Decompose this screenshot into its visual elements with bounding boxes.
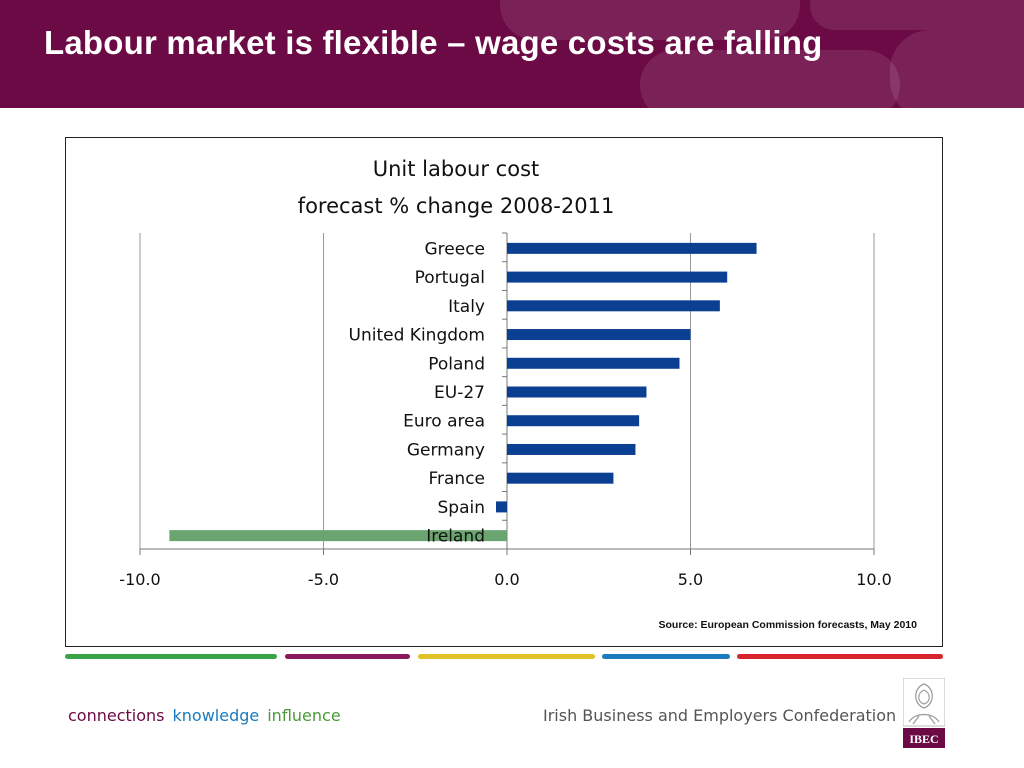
category-label: EU-27 — [434, 383, 485, 403]
category-label: Italy — [448, 297, 485, 317]
category-label: Ireland — [426, 527, 485, 547]
header-decoration — [810, 0, 1024, 30]
footer-tagline: connections knowledge influence — [68, 706, 349, 725]
category-label: Portugal — [415, 268, 485, 288]
bar-chart: Unit labour cost forecast % change 2008-2… — [119, 157, 917, 631]
category-label: Greece — [424, 239, 485, 259]
slide-header: Labour market is flexible – wage costs a… — [0, 0, 1024, 108]
bar-eu-27 — [507, 386, 647, 398]
chart-frame: Unit labour cost forecast % change 2008-2… — [65, 137, 943, 647]
x-tick-label: -5.0 — [308, 570, 339, 589]
source-note: Source: European Commission forecasts, M… — [658, 619, 917, 631]
x-tick-label: 10.0 — [856, 570, 892, 589]
tagline-word: connections — [68, 706, 165, 725]
color-stripe — [65, 654, 277, 659]
organisation-name: Irish Business and Employers Confederati… — [543, 706, 897, 725]
header-decoration — [890, 30, 1024, 108]
bar-euro-area — [507, 415, 640, 427]
bar-portugal — [507, 271, 728, 283]
category-label: Germany — [407, 440, 485, 460]
color-stripe — [418, 654, 595, 659]
bar-germany — [507, 443, 636, 455]
x-tick-label: 5.0 — [678, 570, 703, 589]
header-decoration — [500, 0, 800, 40]
tagline-word: influence — [267, 706, 341, 725]
bar-poland — [507, 357, 680, 369]
category-label: Spain — [438, 498, 486, 518]
category-label: Poland — [428, 354, 485, 374]
color-stripe — [602, 654, 730, 659]
chart-title: Unit labour cost — [373, 157, 540, 181]
bar-spain — [495, 501, 507, 513]
bar-italy — [507, 300, 720, 312]
color-stripe — [285, 654, 410, 659]
logo-text: IBEC — [909, 732, 938, 746]
slide-title: Labour market is flexible – wage costs a… — [44, 24, 823, 61]
bar-greece — [507, 242, 757, 254]
x-tick-label: 0.0 — [494, 570, 519, 589]
tagline-word: knowledge — [172, 706, 260, 725]
x-tick-label: -10.0 — [119, 570, 160, 589]
bar-ireland — [169, 530, 508, 542]
bar-united-kingdom — [507, 329, 691, 341]
chart-subtitle: forecast % change 2008-2011 — [298, 194, 615, 218]
color-stripes — [0, 654, 1024, 660]
category-label: United Kingdom — [349, 326, 485, 346]
ibec-logo: IBEC — [903, 678, 945, 748]
category-label: France — [428, 469, 485, 489]
bar-france — [507, 472, 614, 484]
color-stripe — [737, 654, 943, 659]
header-decoration — [640, 50, 900, 108]
category-label: Euro area — [403, 412, 485, 432]
